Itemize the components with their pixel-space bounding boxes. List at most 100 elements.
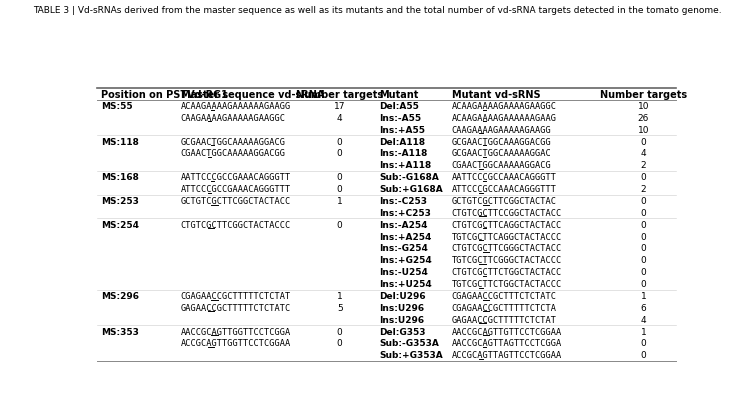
Text: GAGAACCGCTTTTTCTCTAT: GAGAACCGCTTTTTCTCTAT <box>452 315 557 324</box>
Text: MS:168: MS:168 <box>101 173 139 182</box>
Text: CTGTCGCTTCCGGCTACTACC: CTGTCGCTTCCGGCTACTACC <box>452 208 562 217</box>
Text: Ins:-A254: Ins:-A254 <box>379 220 428 229</box>
Text: 0: 0 <box>641 256 646 265</box>
Text: CGAACTGGCAAAAAGGACGG: CGAACTGGCAAAAAGGACGG <box>181 149 286 158</box>
Text: Del:G353: Del:G353 <box>379 327 426 336</box>
Text: Ins:-A55: Ins:-A55 <box>379 114 421 123</box>
Text: 2: 2 <box>641 161 646 170</box>
Text: Mutant vd-sRNS: Mutant vd-sRNS <box>452 90 541 99</box>
Text: 4: 4 <box>337 114 342 123</box>
Text: Ins:+A118: Ins:+A118 <box>379 161 431 170</box>
Text: CGAGAACCGCTTTTTCTCTAT: CGAGAACCGCTTTTTCTCTAT <box>181 291 291 300</box>
Text: Number targets: Number targets <box>600 90 687 99</box>
Text: Mutant: Mutant <box>379 90 418 99</box>
Text: CTGTCGCTTCGGGCTACTACC: CTGTCGCTTCGGGCTACTACC <box>452 244 562 253</box>
Text: Ins:+A55: Ins:+A55 <box>379 126 425 135</box>
Text: CTGTCGCTTCGGCTACTACCC: CTGTCGCTTCGGCTACTACCC <box>181 220 291 229</box>
Text: 10: 10 <box>638 126 649 135</box>
Text: CGAACTGGCAAAAAGGACG: CGAACTGGCAAAAAGGACG <box>452 161 552 170</box>
Text: CTGTCGCTTCTGGCTACTACC: CTGTCGCTTCTGGCTACTACC <box>452 267 562 276</box>
Text: 0: 0 <box>337 184 342 193</box>
Text: Ins:+G254: Ins:+G254 <box>379 256 432 265</box>
Text: CGAGAACCGCTTTCTCTATC: CGAGAACCGCTTTCTCTATC <box>452 291 557 300</box>
Text: Sub:+G353A: Sub:+G353A <box>379 351 443 360</box>
Text: TABLE 3 | Vd-sRNAs derived from the master sequence as well as its mutants and t: TABLE 3 | Vd-sRNAs derived from the mast… <box>32 6 722 15</box>
Text: MS:296: MS:296 <box>101 291 139 300</box>
Text: 1: 1 <box>641 291 646 300</box>
Text: Sub:-G168A: Sub:-G168A <box>379 173 440 182</box>
Text: AACCGCAGTTAGTTCCTCGGA: AACCGCAGTTAGTTCCTCGGA <box>452 339 562 348</box>
Text: ACCGCAGTTGGTTCCTCGGAA: ACCGCAGTTGGTTCCTCGGAA <box>181 339 291 348</box>
Text: CTGTCGCTTCAGGCTACTACC: CTGTCGCTTCAGGCTACTACC <box>452 220 562 229</box>
Text: GCTGTCGCTTCGGCTACTAC: GCTGTCGCTTCGGCTACTAC <box>452 196 557 205</box>
Text: 0: 0 <box>641 137 646 146</box>
Text: 1: 1 <box>641 327 646 336</box>
Text: 6: 6 <box>641 303 646 312</box>
Text: 0: 0 <box>641 220 646 229</box>
Text: GCTGTCGCTTCGGCTACTACC: GCTGTCGCTTCGGCTACTACC <box>181 196 291 205</box>
Text: ACAAGAAAAGAAAAAAGAAGG: ACAAGAAAAGAAAAAAGAAGG <box>181 102 291 111</box>
Text: Ins:U296: Ins:U296 <box>379 315 425 324</box>
Text: GCGAACTGGCAAAGGACGG: GCGAACTGGCAAAGGACGG <box>452 137 552 146</box>
Text: ACAAGAAAAGAAAAAAGAAG: ACAAGAAAAGAAAAAAGAAG <box>452 114 557 123</box>
Text: MS:55: MS:55 <box>101 102 133 111</box>
Text: 0: 0 <box>641 232 646 241</box>
Text: 0: 0 <box>641 339 646 348</box>
Text: 0: 0 <box>337 173 342 182</box>
Text: AATTCCCGCCAAACAGGGTT: AATTCCCGCCAAACAGGGTT <box>452 173 557 182</box>
Text: MS:253: MS:253 <box>101 196 139 205</box>
Text: 4: 4 <box>641 149 646 158</box>
Text: MS:118: MS:118 <box>101 137 139 146</box>
Text: Ins:-C253: Ins:-C253 <box>379 196 428 205</box>
Text: 10: 10 <box>638 102 649 111</box>
Text: 0: 0 <box>641 196 646 205</box>
Text: TGTCGCTTCGGGCTACTACCC: TGTCGCTTCGGGCTACTACCC <box>452 256 562 265</box>
Text: 0: 0 <box>641 351 646 360</box>
Text: 26: 26 <box>638 114 649 123</box>
Text: 5: 5 <box>337 303 342 312</box>
Text: Ins:-G254: Ins:-G254 <box>379 244 428 253</box>
Text: GAGAACCGCTTTTTCTCTATC: GAGAACCGCTTTTTCTCTATC <box>181 303 291 312</box>
Text: 0: 0 <box>641 244 646 253</box>
Text: AACCGCAGTTGTTCCTCGGAA: AACCGCAGTTGTTCCTCGGAA <box>452 327 562 336</box>
Text: 17: 17 <box>334 102 345 111</box>
Text: 0: 0 <box>337 137 342 146</box>
Text: 0: 0 <box>337 327 342 336</box>
Text: 4: 4 <box>641 315 646 324</box>
Text: GCGAACTGGCAAAAAGGAC: GCGAACTGGCAAAAAGGAC <box>452 149 552 158</box>
Text: ACCGCAGTTAGTTCCTCGGAA: ACCGCAGTTAGTTCCTCGGAA <box>452 351 562 360</box>
Text: 1: 1 <box>337 196 342 205</box>
Text: Master sequence vd-sRNA: Master sequence vd-sRNA <box>181 90 324 99</box>
Text: GCGAACTGGCAAAAAGGACG: GCGAACTGGCAAAAAGGACG <box>181 137 286 146</box>
Text: CGAGAACCGCTTTTTCTCTA: CGAGAACCGCTTTTTCTCTA <box>452 303 557 312</box>
Text: Ins:U296: Ins:U296 <box>379 303 425 312</box>
Text: 0: 0 <box>337 149 342 158</box>
Text: 2: 2 <box>641 184 646 193</box>
Text: MS:254: MS:254 <box>101 220 139 229</box>
Text: Ins:-U254: Ins:-U254 <box>379 267 428 276</box>
Text: Ins:+U254: Ins:+U254 <box>379 279 432 288</box>
Text: CAAGAAAAGAAAAAGAAGGC: CAAGAAAAGAAAAAGAAGGC <box>181 114 286 123</box>
Text: 0: 0 <box>641 279 646 288</box>
Text: MS:353: MS:353 <box>101 327 139 336</box>
Text: Del:A118: Del:A118 <box>379 137 425 146</box>
Text: Ins:+C253: Ins:+C253 <box>379 208 431 217</box>
Text: AACCGCAGTTGGTTCCTCGGA: AACCGCAGTTGGTTCCTCGGA <box>181 327 291 336</box>
Text: 0: 0 <box>641 173 646 182</box>
Text: TGTCGCTTCAGGCTACTACCC: TGTCGCTTCAGGCTACTACCC <box>452 232 562 241</box>
Text: TGTCGCTTCTGGCTACTACCC: TGTCGCTTCTGGCTACTACCC <box>452 279 562 288</box>
Text: Ins:+A254: Ins:+A254 <box>379 232 432 241</box>
Text: 0: 0 <box>641 208 646 217</box>
Text: 0: 0 <box>337 339 342 348</box>
Text: 0: 0 <box>641 267 646 276</box>
Text: Sub:-G353A: Sub:-G353A <box>379 339 440 348</box>
Text: AATTCCCGCCGAAACAGGGTT: AATTCCCGCCGAAACAGGGTT <box>181 173 291 182</box>
Text: Sub:+G168A: Sub:+G168A <box>379 184 443 193</box>
Text: 1: 1 <box>337 291 342 300</box>
Text: 0: 0 <box>337 220 342 229</box>
Text: Ins:-A118: Ins:-A118 <box>379 149 428 158</box>
Text: ATTCCCGCCAAACAGGGTTT: ATTCCCGCCAAACAGGGTTT <box>452 184 557 193</box>
Text: Position on PSTVd-RG1: Position on PSTVd-RG1 <box>101 90 228 99</box>
Text: Number targets: Number targets <box>296 90 383 99</box>
Text: Del:A55: Del:A55 <box>379 102 419 111</box>
